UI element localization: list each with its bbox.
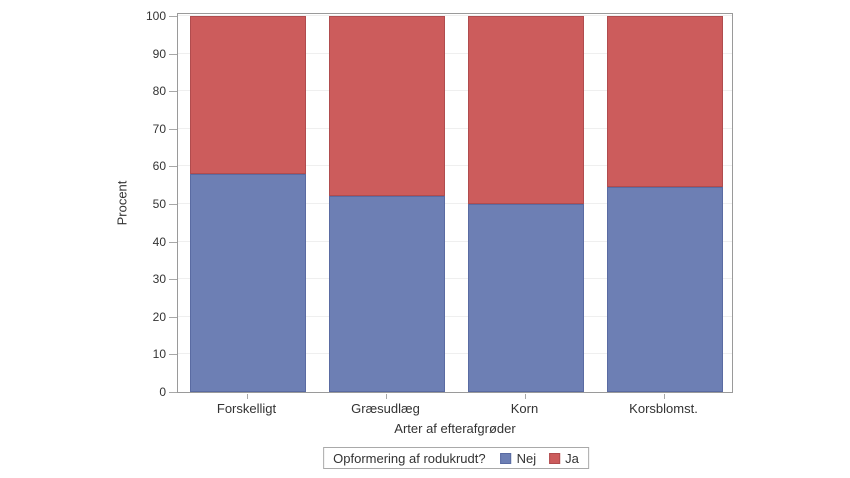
legend: Opformering af rodukrudt? Nej Ja [323,447,589,469]
y-tick-20 [169,316,177,318]
x-tick-korsblomst [663,394,665,399]
y-tick-label-70: 70 [152,121,166,136]
gridline-50 [178,203,732,204]
x-tick-label-korsblomst: Korsblomst. [629,401,698,416]
y-tick-10 [169,354,177,356]
y-tick-30 [169,279,177,281]
x-tick-label-græsudlæg: Græsudlæg [351,401,420,416]
gridline-70 [178,127,732,129]
legend-swatch-nej [500,452,512,464]
legend-item-nej: Nej [500,450,537,466]
y-tick-60 [169,166,177,168]
bar-nej-græsudlæg [328,196,445,392]
y-tick-label-60: 60 [152,159,166,174]
gridline-40 [178,240,732,242]
bar-ja-forskelligt [189,16,306,174]
x-tick-forskelligt [246,394,248,399]
gridline-10 [178,353,732,355]
y-tick-90 [169,53,177,55]
gridline-60 [178,165,732,167]
y-tick-label-50: 50 [152,197,166,211]
legend-items: Nej Ja [500,450,579,466]
x-axis-title: Arter af efterafgrøder [394,421,516,436]
gridline-80 [178,90,732,92]
bar-nej-forskelligt [189,173,306,392]
y-tick-label-80: 80 [152,84,166,99]
x-tick-label-forskelligt: Forskelligt [216,401,277,416]
y-tick-40 [169,241,177,243]
y-tick-label-100: 100 [145,9,166,23]
y-tick-label-40: 40 [152,234,166,249]
gridline-100 [178,15,732,16]
y-tick-label-30: 30 [152,272,166,287]
y-tick-label-10: 10 [152,347,166,362]
y-tick-80 [169,91,177,93]
bar-ja-korn [467,16,584,204]
y-tick-100 [169,16,177,17]
y-tick-label-90: 90 [152,46,166,61]
legend-label-nej: Nej [516,450,537,466]
y-tick-label-20: 20 [152,309,166,324]
x-tick-græsudlæg [385,394,387,399]
bar-nej-korsblomst [606,187,723,392]
y-tick-0 [169,392,177,393]
legend-title: Opformering af rodukrudt? [333,450,486,466]
x-tick-label-korn: Korn [510,401,539,416]
gridline-30 [178,278,732,280]
bar-nej-korn [467,204,584,392]
gridline-20 [178,315,732,317]
bar-ja-græsudlæg [328,16,445,197]
x-tick-korn [524,394,526,399]
y-tick-label-0: 0 [159,385,166,399]
bar-ja-korsblomst [606,16,723,188]
plot-area [177,13,733,393]
legend-item-ja: Ja [549,451,579,466]
legend-swatch-ja [549,452,561,464]
y-tick-70 [169,128,177,130]
gridline-90 [178,52,732,54]
y-tick-50 [169,204,177,205]
legend-label-ja: Ja [565,450,579,466]
